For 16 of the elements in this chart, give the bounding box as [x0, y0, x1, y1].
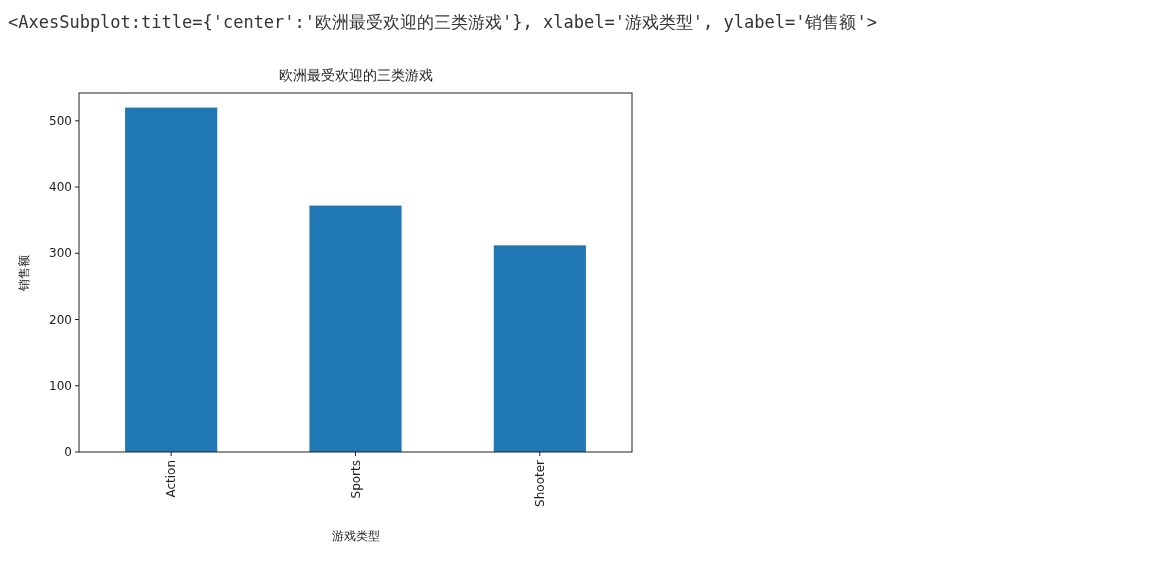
bar: [309, 205, 402, 452]
chart-title: 欧洲最受欢迎的三类游戏: [278, 67, 433, 83]
y-tick-label: 100: [49, 378, 72, 393]
text: <AxesSubplot:title={'center':'欧洲最受欢迎的三类游戏'}, xlabel='游戏类型', ylabel='销售额'>: [8, 12, 877, 32]
y-tick-label: 300: [49, 246, 72, 261]
x-axis-title: 游戏类型: [331, 529, 380, 543]
y-tick-label: 200: [49, 312, 72, 327]
x-tick-label: Action: [164, 460, 179, 498]
y-tick-label: 500: [49, 114, 72, 129]
x-tick-label: Sports: [348, 460, 363, 499]
bar: [493, 245, 586, 452]
y-tick-label: 400: [49, 180, 72, 195]
x-tick-label: Shooter: [533, 459, 548, 507]
bar: [125, 107, 218, 452]
y-axis-title: 销售额: [17, 254, 31, 292]
y-tick-label: 0: [64, 445, 72, 460]
